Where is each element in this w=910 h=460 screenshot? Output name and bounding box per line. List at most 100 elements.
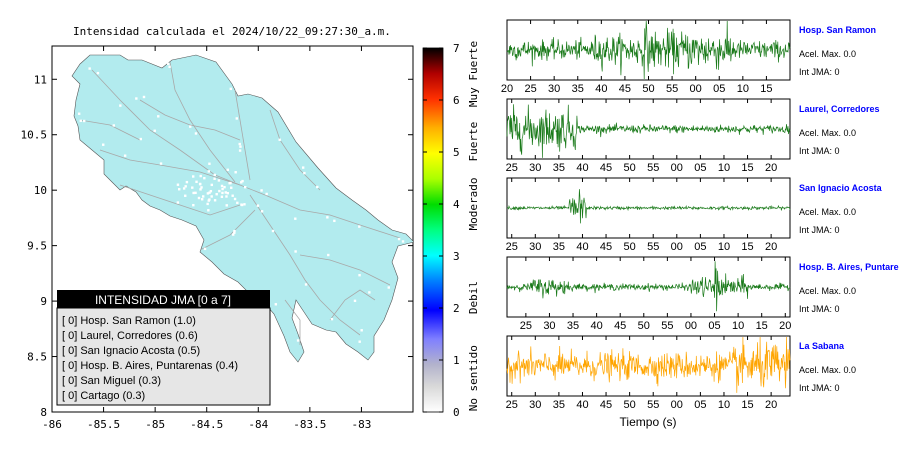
waveform-x-tick-label: 40 (590, 320, 602, 332)
city-marker (226, 168, 229, 172)
station-intensity: Int JMA: 0 (799, 67, 840, 77)
city-marker (192, 203, 195, 207)
waveform-panel: 25 30 35 40 45 50 55 00 05 10 15 20 San Ignacio Acos… (506, 177, 883, 253)
city-marker (112, 124, 116, 127)
road (249, 194, 361, 336)
city-marker (177, 188, 181, 191)
waveform-x-tick-label: 30 (529, 162, 541, 174)
waveform-x-tick-label: 50 (624, 241, 636, 253)
waveform-x-tick-label: 15 (756, 320, 768, 332)
map-x-tick-label: -86 (42, 418, 62, 431)
city-marker (228, 181, 231, 185)
city-marker (123, 154, 127, 157)
city-marker (226, 191, 229, 195)
legend-item: [ 0] Hosp. San Ramon (1.0) (62, 315, 196, 327)
city-marker (199, 188, 202, 191)
road (199, 209, 256, 251)
station-intensity: Int JMA: 0 (799, 146, 840, 156)
road (79, 119, 141, 141)
waveform-x-tick-label: 45 (614, 320, 626, 332)
city-marker (135, 97, 138, 100)
city-marker (206, 192, 210, 195)
map-y-tick-label: 8 (40, 406, 47, 419)
waveform-x-tick-label: 10 (718, 241, 730, 253)
waveform-x-tick-label: 45 (600, 399, 612, 411)
city-marker (209, 189, 213, 193)
road (234, 89, 251, 181)
waveform-x-tick-label: 40 (576, 241, 588, 253)
waveform-x-tick-label: 00 (671, 241, 683, 253)
city-marker (225, 204, 228, 207)
legend-body (56, 307, 271, 406)
city-marker (119, 104, 122, 107)
waveform-x-tick-label: 55 (666, 83, 678, 95)
city-marker (176, 201, 180, 204)
colorbar-tick-label: 4 (453, 198, 460, 211)
city-marker (229, 87, 232, 91)
city-marker (233, 231, 236, 234)
city-marker (200, 198, 204, 201)
city-marker (189, 125, 192, 128)
city-marker (360, 329, 363, 332)
waveform-x-tick-label: 30 (548, 83, 560, 95)
station-name: La Sabana (799, 341, 845, 351)
city-marker (358, 225, 361, 228)
waveform-x-tick-label: 30 (529, 399, 541, 411)
city-marker (207, 170, 211, 173)
waveform-panel: 25 30 35 40 45 50 55 00 05 10 15 20 La Sabana Acel. M… (506, 335, 856, 411)
station-name: Hosp. San Ramon (799, 25, 876, 35)
city-marker (197, 196, 201, 200)
city-marker (221, 191, 224, 195)
waveform-x-tick-label: 00 (690, 83, 702, 95)
colorbar-tick-label: 5 (453, 146, 460, 159)
city-marker (397, 237, 401, 241)
city-marker (236, 201, 239, 205)
city-marker (278, 138, 281, 141)
colorbar-tick-label: 2 (453, 302, 460, 315)
station-max-accel: Acel. Max. 0.0 (799, 49, 856, 59)
city-marker (358, 340, 361, 343)
road (169, 61, 236, 183)
waveform-x-tick-label: 35 (567, 320, 579, 332)
colorbar-category-label: No sentido (467, 345, 480, 411)
city-marker (316, 185, 319, 189)
waveform-x-tick-label: 20 (765, 399, 777, 411)
city-marker (194, 191, 197, 195)
city-marker (327, 253, 330, 257)
station-intensity: Int JMA: 0 (799, 304, 840, 314)
waveform-x-tick-label: 05 (708, 320, 720, 332)
city-marker (368, 291, 371, 294)
city-marker (79, 119, 83, 122)
road-network (79, 61, 401, 345)
city-marker (200, 186, 203, 189)
legend-item: [ 0] Hosp. B. Aires, Puntarenas (0.4) (62, 360, 238, 372)
waveform-panel: 25 30 35 40 45 50 55 00 05 10 15 20 Hosp. B. Aires, … (506, 256, 899, 332)
city-marker (199, 174, 202, 178)
city-marker (301, 317, 304, 320)
map-x-tick-label: -84 (248, 418, 268, 431)
city-marker (241, 179, 244, 183)
time-axis-label: Tiempo (s) (620, 415, 677, 429)
city-marker (168, 65, 171, 68)
city-marker (234, 171, 237, 174)
city-marker (274, 303, 278, 306)
city-marker (301, 166, 305, 169)
city-marker (184, 185, 187, 188)
waveform-x-tick-label: 55 (661, 320, 673, 332)
waveform-x-tick-label: 00 (671, 399, 683, 411)
station-max-accel: Acel. Max. 0.0 (799, 207, 856, 217)
city-marker (83, 119, 86, 123)
city-marker (387, 286, 390, 289)
city-marker (203, 176, 206, 180)
legend-item: [ 0] Cartago (0.3) (62, 390, 145, 402)
city-marker (326, 216, 329, 219)
city-marker (159, 162, 163, 165)
waveform-x-tick-label: 40 (595, 83, 607, 95)
city-marker (244, 185, 247, 189)
map-x-tick-label: -83.5 (293, 418, 326, 431)
road (329, 289, 376, 321)
city-marker (213, 199, 217, 202)
colorbar-tick-label: 1 (453, 354, 460, 367)
city-marker (239, 88, 243, 91)
city-marker (294, 217, 297, 220)
